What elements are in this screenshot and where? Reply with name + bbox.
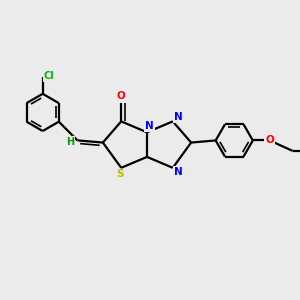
Text: N: N [174, 167, 183, 177]
Text: H: H [66, 137, 74, 147]
Text: O: O [265, 136, 274, 146]
Text: O: O [117, 91, 126, 101]
Text: Cl: Cl [43, 71, 54, 81]
Text: S: S [116, 169, 124, 179]
Text: N: N [174, 112, 183, 122]
Text: N: N [145, 121, 154, 131]
